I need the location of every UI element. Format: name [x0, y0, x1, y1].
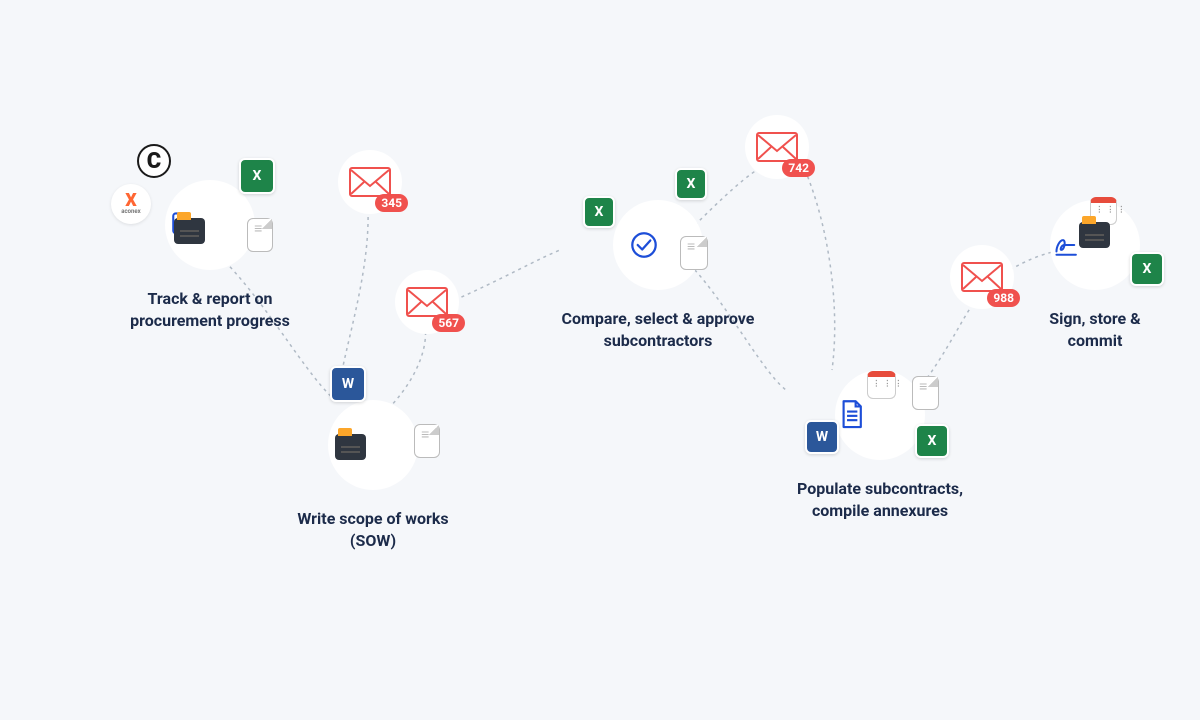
email-circle-4: 988	[950, 245, 1014, 309]
flowchart-canvas: Xaconex Track & report on procurement pr…	[0, 0, 1200, 720]
sign-circle	[1050, 200, 1140, 290]
populate-label: Populate subcontracts, compile annexures	[770, 478, 990, 521]
track-label: Track & report on procurement progress	[100, 288, 320, 331]
excel-icon	[915, 424, 949, 458]
folder-icon	[335, 434, 366, 460]
folder-icon	[174, 218, 205, 244]
doc-lines-icon	[835, 397, 869, 433]
doc-page-icon	[414, 424, 440, 458]
email-circle-2: 567	[395, 270, 459, 334]
compare-circle	[613, 200, 703, 290]
aconex-icon: Xaconex	[111, 184, 151, 224]
email-badge-3: 742	[782, 159, 815, 177]
excel-icon	[583, 196, 615, 228]
folder-icon	[1079, 222, 1110, 248]
node-email-3: 742	[745, 115, 809, 179]
populate-circle	[835, 370, 925, 460]
sow-label: Write scope of works (SOW)	[288, 508, 458, 551]
email-circle-3: 742	[745, 115, 809, 179]
doc-page-icon	[680, 236, 708, 270]
email-badge-1: 345	[375, 194, 408, 212]
excel-icon	[1130, 252, 1164, 286]
signature-icon	[1050, 227, 1082, 263]
word-icon	[330, 366, 366, 402]
sign-label: Sign, store & commit	[1030, 308, 1160, 351]
check-circle-icon	[626, 227, 662, 263]
word-icon	[805, 420, 839, 454]
node-sow: Write scope of works (SOW)	[288, 400, 458, 551]
node-populate: Populate subcontracts, compile annexures	[770, 370, 990, 521]
excel-icon	[239, 158, 275, 194]
node-email-1: 345	[338, 150, 402, 214]
calendar-icon	[867, 371, 896, 399]
email-badge-2: 567	[432, 314, 465, 332]
node-email-4: 988	[950, 245, 1014, 309]
doc-page-icon	[912, 376, 939, 410]
node-compare: Compare, select & approve subcontractors	[548, 200, 768, 351]
node-sign: Sign, store & commit	[1030, 200, 1160, 351]
email-circle-1: 345	[338, 150, 402, 214]
sow-circle	[328, 400, 418, 490]
email-badge-4: 988	[987, 289, 1020, 307]
connectors-layer	[0, 0, 1200, 720]
integration-icon-1	[137, 144, 171, 178]
node-track: Xaconex Track & report on procurement pr…	[100, 180, 320, 331]
node-email-2: 567	[395, 270, 459, 334]
track-circle: Xaconex	[165, 180, 255, 270]
compare-label: Compare, select & approve subcontractors	[548, 308, 768, 351]
doc-page-icon	[247, 218, 273, 252]
excel-icon	[675, 168, 707, 200]
